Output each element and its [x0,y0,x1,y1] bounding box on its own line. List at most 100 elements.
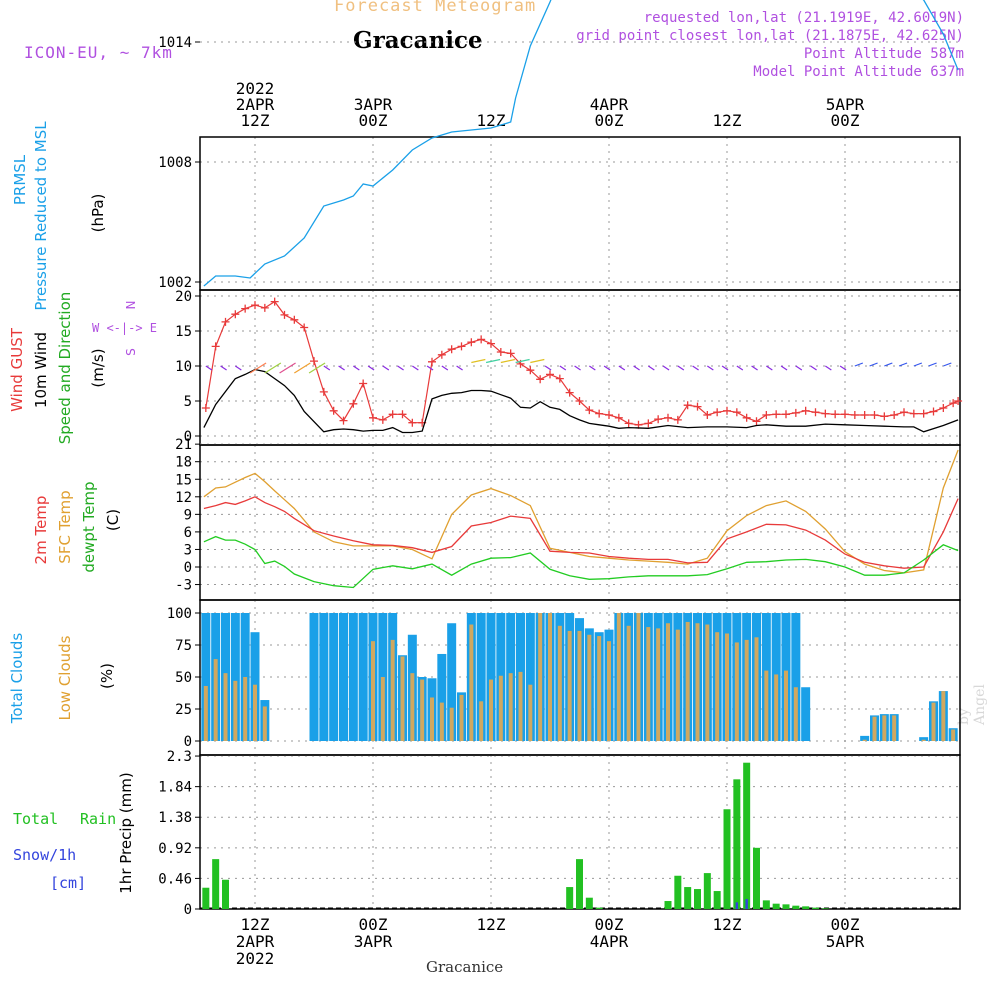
total-cloud-bar [201,613,211,741]
low-cloud-bar [882,715,887,741]
low-cloud-bar [754,637,759,741]
gust-marker [339,416,348,425]
dew-label: dewpt Temp [80,481,98,572]
low-cloud-bar [371,641,375,741]
rain-bar [743,762,751,909]
rain-bar [222,879,229,909]
model-label: ICON-EU, ~ 7km [24,43,173,62]
wind-direction-arrow [751,365,758,371]
time-label-top: 3APR [354,95,393,114]
pressure-line [203,0,959,287]
gust-marker [408,418,417,427]
y-tick-label: -3 [175,578,192,594]
gust-marker [270,297,279,306]
wind-direction-arrow [279,362,296,374]
gust-marker [654,415,663,424]
point-altitude: Point Altitude 587m [803,46,964,62]
rain-bar [733,779,741,909]
total-cloud-bar [339,613,348,741]
gust-marker [437,350,446,359]
gust-marker [526,366,535,375]
wind-direction-arrow [559,365,567,371]
wind-direction-arrow [869,362,878,367]
y-tick-label: 100 [167,606,192,622]
time-label-bottom: 12Z [241,915,270,934]
rain-bar [792,905,800,909]
wind-direction-arrow [220,365,227,371]
low-cloud-bar [243,677,248,741]
wind-direction-arrow [662,365,670,371]
total-cloud-bar [348,613,358,741]
wind-direction-arrow [589,365,596,371]
gust-marker [359,379,368,388]
y-tick-label: 5 [184,394,192,410]
low-cloud-bar [941,691,946,741]
y-tick-label: 1.84 [158,780,192,796]
low-cloud-bar [666,623,670,741]
panel-frame [199,136,961,291]
model-altitude: Model Point Altitude 637m [753,64,964,80]
low-cloud-bar [469,624,474,741]
rain-bar [576,859,583,909]
low-cloud-bar [616,613,621,741]
footer-station: Gracanice [426,958,504,976]
rain-bar [723,809,731,909]
low-cloud-bar [744,639,749,741]
y-tick-label: 18 [175,455,192,471]
wind-direction-arrow [707,365,714,371]
wind-direction-arrow [471,358,486,364]
wind-direction-arrow [205,365,213,371]
requested-coords: requested lon,lat (21.1919E, 42.6019N) [643,10,964,26]
total-cloud-bar [358,613,368,741]
wind-label: 10m Wind [32,332,50,408]
y-tick-label: 50 [175,670,192,686]
gust-marker [860,411,869,419]
low-cloud-bar [508,673,513,741]
t2m-label: 2m Temp [32,496,50,565]
compass-n: N [124,301,138,310]
low-cloud-bar [430,697,434,741]
low-cloud-bar [213,659,218,741]
low-cloud-bar [420,679,425,741]
y-tick-label: 15 [175,324,192,340]
wind-direction-arrow [515,358,530,364]
low-cloud-bar [390,639,395,741]
wind-direction-arrow [456,365,463,371]
y-tick-label: 2.3 [167,749,192,765]
total-cloud-bar [329,613,339,741]
low-cloud-bar [528,684,533,741]
gust-marker [457,342,466,351]
time-label-top: 00Z [359,111,388,130]
wind-direction-arrow [294,362,311,374]
gust-marker [329,406,338,415]
y-tick-label: 0 [184,560,192,576]
wind-direction-arrow [648,365,655,371]
low-cloud-bar [646,627,651,741]
y-tick-label: 75 [175,638,192,654]
rain-bar [212,859,220,909]
wind-direction-arrow [323,365,331,371]
wind-direction-arrow [780,365,788,371]
low-cloud-bar [931,702,936,741]
gust-label: Wind GUST [8,327,26,412]
wind-direction-arrow [677,365,685,371]
rain-bar [802,906,810,909]
gust-marker [850,411,859,419]
y-tick-label: 0.46 [158,871,192,887]
low-cloud-bar [784,670,788,741]
dewpoint-line [203,535,959,589]
gust-marker [310,357,318,366]
time-label-bottom: 2022 [236,949,275,968]
gust-marker [555,374,564,383]
compass-we: W <-|-> E [92,321,157,335]
low-cloud-bar [764,670,769,741]
wind-direction-arrow [382,365,390,371]
gust-marker [447,345,456,354]
gust-marker [683,401,692,410]
gust-marker [782,410,790,419]
total-cloud-bar [309,613,319,741]
rain-bar [595,907,603,909]
low-cloud-bar [498,675,503,741]
wind-direction-arrow [485,358,501,364]
gust-marker [732,408,741,417]
